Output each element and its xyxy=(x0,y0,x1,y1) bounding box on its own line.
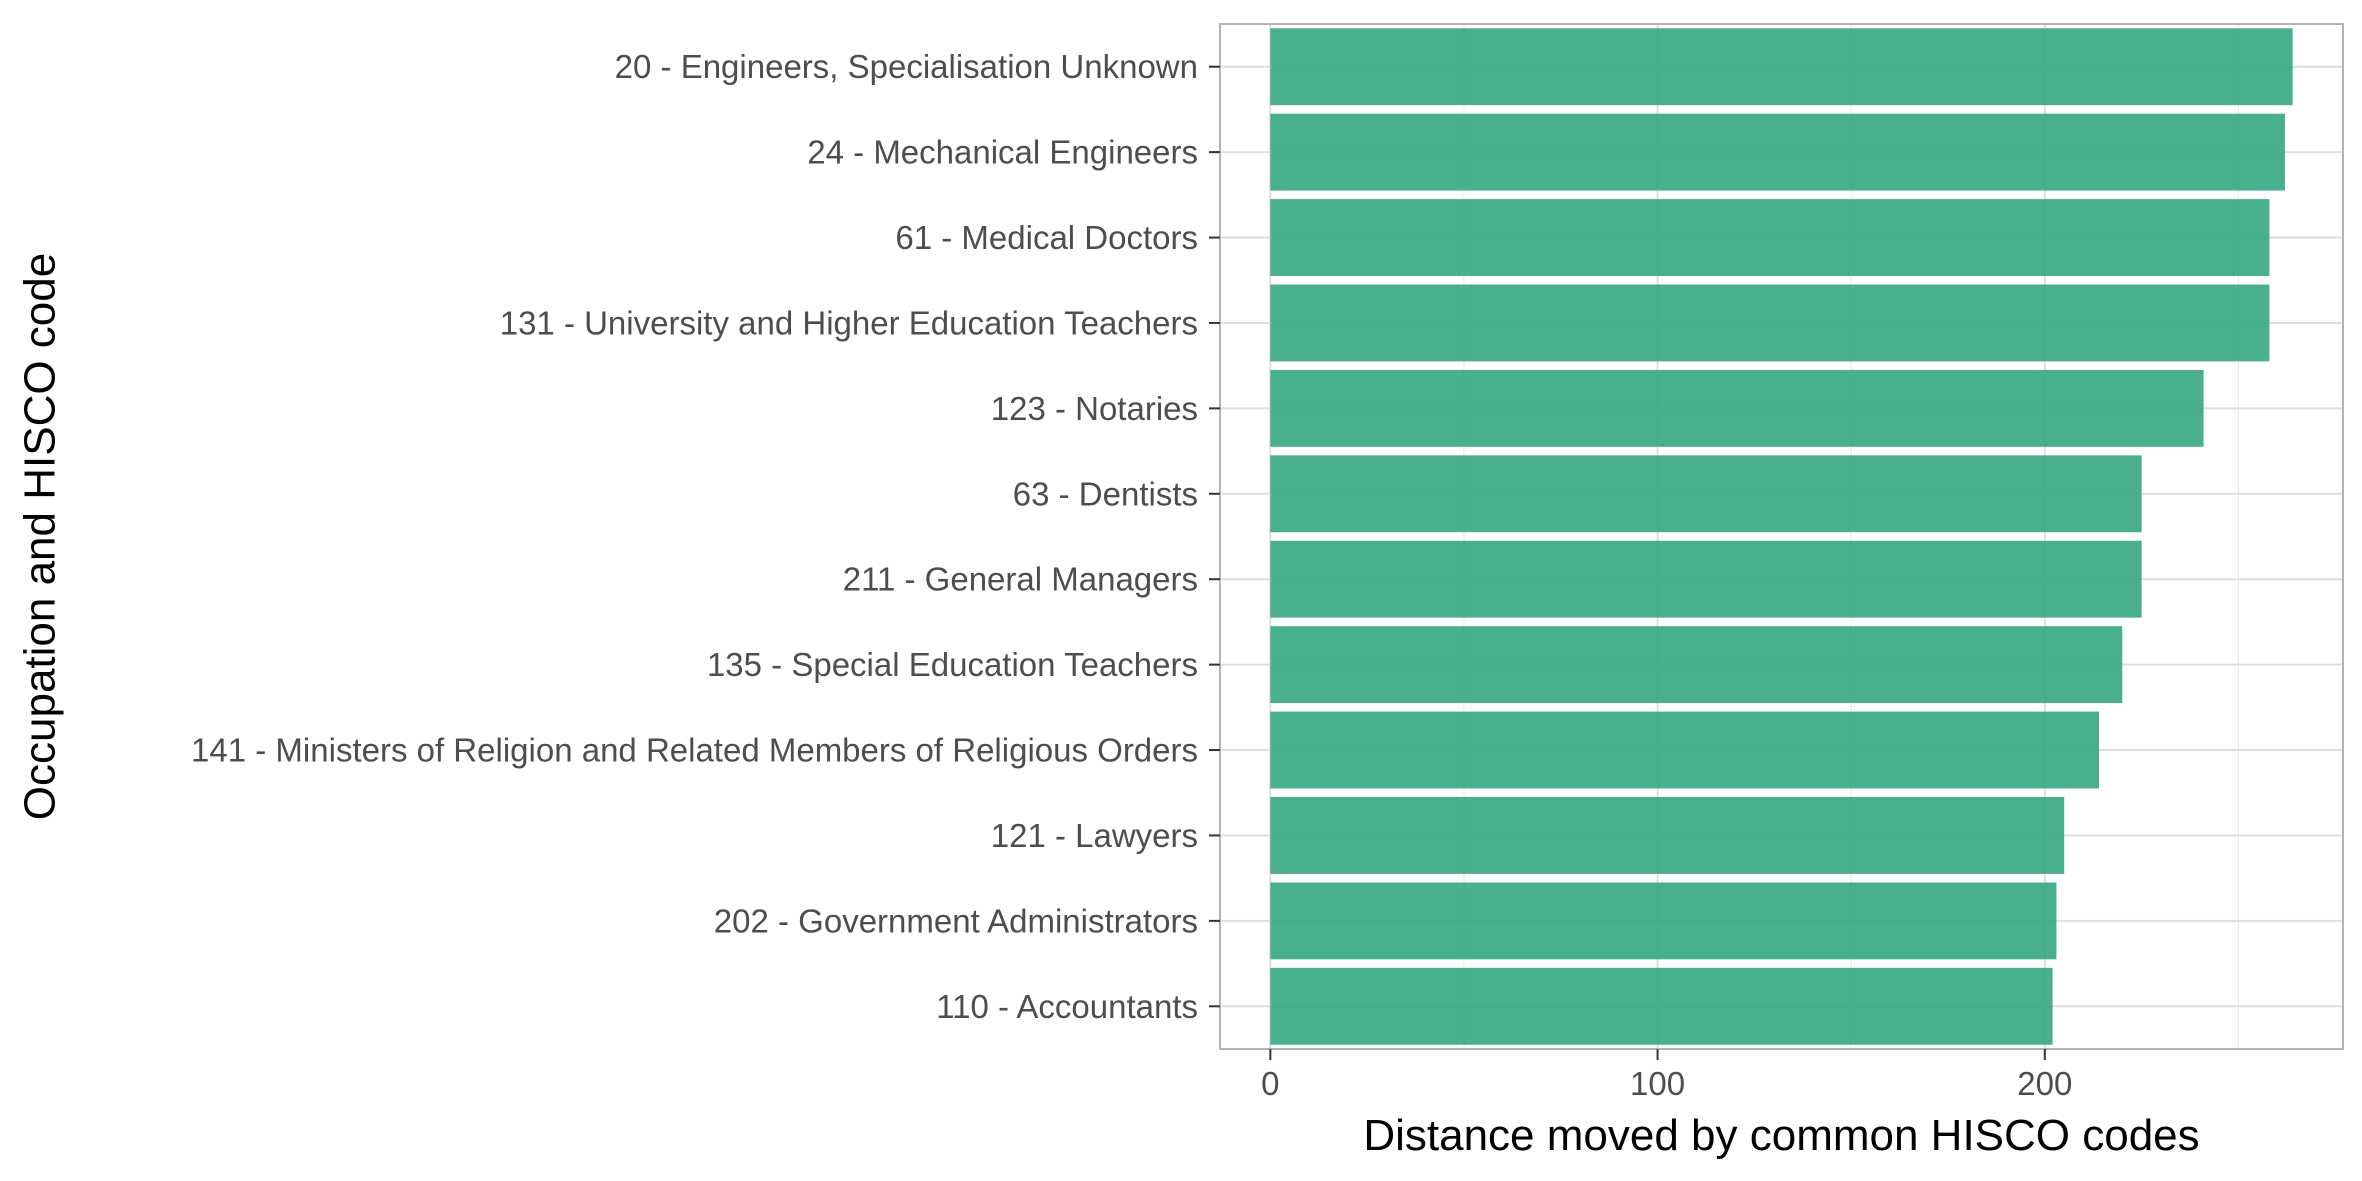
y-tick-label: 123 - Notaries xyxy=(991,390,1198,427)
x-axis-ticks xyxy=(1269,1049,2046,1060)
y-axis-ticks xyxy=(1209,65,1220,1008)
bar xyxy=(1270,882,2057,960)
y-axis-title: Occupation and HISCO code xyxy=(16,253,65,820)
y-tick-label: 20 - Engineers, Specialisation Unknown xyxy=(615,48,1198,85)
bar xyxy=(1270,711,2100,789)
x-axis-title: Distance moved by common HISCO codes xyxy=(1363,1111,2199,1160)
bar xyxy=(1270,28,2293,106)
y-tick-label: 24 - Mechanical Engineers xyxy=(807,134,1198,171)
bar xyxy=(1270,455,2142,533)
x-axis-tick-labels: 0 100 200 xyxy=(1261,1065,2072,1102)
y-tick-label: 63 - Dentists xyxy=(1013,475,1198,512)
y-tick-label: 121 - Lawyers xyxy=(991,817,1198,854)
bar xyxy=(1270,967,2053,1045)
bar xyxy=(1270,369,2204,447)
bar xyxy=(1270,540,2142,618)
bar xyxy=(1270,626,2123,704)
bar xyxy=(1270,797,2065,874)
bar xyxy=(1270,284,2270,362)
minor-gridlines xyxy=(1463,24,2240,1049)
y-tick-label: 202 - Government Administrators xyxy=(714,902,1198,939)
y-tick-label: 141 - Ministers of Religion and Related … xyxy=(191,732,1198,769)
x-tick-label: 200 xyxy=(2017,1065,2072,1102)
bars xyxy=(1270,28,2293,1045)
y-tick-label: 135 - Special Education Teachers xyxy=(707,646,1198,683)
y-tick-label: 110 - Accountants xyxy=(936,988,1198,1025)
y-tick-label: 61 - Medical Doctors xyxy=(895,219,1198,256)
x-tick-label: 0 xyxy=(1261,1065,1279,1102)
y-axis-tick-labels: 20 - Engineers, Specialisation Unknown 24… xyxy=(191,48,1198,1025)
bar xyxy=(1270,113,2285,191)
x-tick-label: 100 xyxy=(1630,1065,1685,1102)
bar xyxy=(1270,199,2270,276)
y-tick-label: 131 - University and Higher Education Te… xyxy=(500,304,1198,341)
y-tick-label: 211 - General Managers xyxy=(843,561,1198,598)
panel-border xyxy=(1219,23,2344,1050)
